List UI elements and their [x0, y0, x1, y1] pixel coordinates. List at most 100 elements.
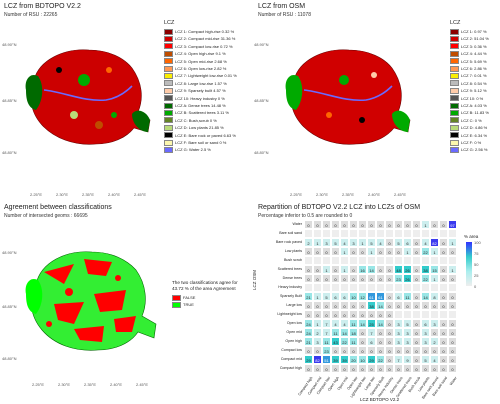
- matrix-cell: 16: [358, 265, 367, 274]
- legend-swatch: [164, 102, 173, 109]
- legend-item: LCZ A: 4.03 %: [450, 102, 487, 109]
- matrix-cell: 0: [358, 301, 367, 310]
- x-axis-label: LCZ BDTOPO V2.2: [360, 397, 400, 402]
- matrix-cell: 0: [304, 346, 313, 355]
- matrix-cell: 24: [304, 319, 313, 328]
- matrix-cell: [349, 256, 358, 265]
- matrix-cell: 0: [394, 364, 403, 373]
- matrix-cell: 0: [385, 328, 394, 337]
- legend-label: LCZ 5: 5.69 %: [461, 58, 487, 64]
- legend-swatch: [164, 132, 173, 139]
- legend-swatch: [164, 124, 173, 131]
- matrix-cell: 0: [430, 346, 439, 355]
- y-tick: 48.85°N: [2, 304, 17, 309]
- matrix-cell: 0: [403, 364, 412, 373]
- x-tick: 2.35°E: [82, 192, 95, 197]
- matrix-cell: 1: [403, 247, 412, 256]
- matrix-cell: 0: [331, 220, 340, 229]
- legend-item: LCZ 5: 5.69 %: [450, 58, 487, 65]
- matrix-cell: [304, 256, 313, 265]
- matrix-cell: 11: [322, 337, 331, 346]
- row-label: Open high: [285, 339, 302, 343]
- matrix-cell: 3: [349, 238, 358, 247]
- matrix-cell: 0: [448, 319, 457, 328]
- legend-item: LCZ D: 4.86 %: [450, 124, 487, 131]
- legend-label: LCZ B: Scattered trees 3.11 %: [175, 110, 229, 116]
- matrix-cell: 1: [358, 238, 367, 247]
- matrix-cell: [448, 283, 457, 292]
- matrix-cell: 0: [322, 274, 331, 283]
- matrix-cell: 3: [394, 328, 403, 337]
- legend-label: LCZ 3: Compact low-rise 0.72 %: [175, 43, 233, 49]
- matrix-cell: 0: [385, 355, 394, 364]
- x-tick: 2.30°E: [316, 192, 329, 197]
- matrix-cell: [412, 256, 421, 265]
- matrix-cell: 4: [340, 238, 349, 247]
- matrix-cell: 14: [340, 328, 349, 337]
- matrix-cell: 25: [367, 319, 376, 328]
- matrix-cell: 0: [367, 364, 376, 373]
- panel-agreement-map: Agreement between classifications Number…: [0, 200, 250, 404]
- matrix-cell: 0: [385, 220, 394, 229]
- matrix-cell: 0: [313, 247, 322, 256]
- matrix-cell: [412, 229, 421, 238]
- matrix-cell: [430, 283, 439, 292]
- matrix-cell: 0: [322, 364, 331, 373]
- legend-swatch: [450, 132, 459, 139]
- legend-label: LCZ G: Water 2.5 %: [175, 147, 211, 153]
- matrix-cell: 97: [448, 220, 457, 229]
- matrix-cell: [448, 256, 457, 265]
- panel-bdtopo-map: LCZ from BDTOPO V2.2 Number of RSU : 222…: [0, 0, 250, 200]
- legend-swatch-false: [172, 294, 181, 301]
- matrix-cell: 1: [322, 265, 331, 274]
- row-label: Bush scrub: [284, 258, 302, 262]
- legend-swatch: [164, 43, 173, 50]
- matrix-cell: 1: [367, 247, 376, 256]
- matrix-cell: [412, 283, 421, 292]
- legend-item: LCZ 10: 0 %: [450, 95, 483, 102]
- matrix-cell: 4: [430, 355, 439, 364]
- row-label: Lightweight low: [277, 312, 302, 316]
- matrix-cell: 0: [385, 337, 394, 346]
- matrix-cell: [385, 256, 394, 265]
- matrix-cell: [394, 229, 403, 238]
- legend-item: LCZ G: Water 2.5 %: [164, 146, 211, 153]
- matrix-cell: [403, 310, 412, 319]
- matrix-cell: [313, 283, 322, 292]
- matrix-cell: 0: [439, 364, 448, 373]
- x-tick: 2.30°E: [58, 382, 71, 387]
- legend-label: LCZ 8: Large low-rise 1.57 %: [175, 80, 227, 86]
- legend-label: LCZ C: Bush,scrub 0 %: [175, 117, 217, 123]
- matrix-cell: 1: [421, 220, 430, 229]
- matrix-cell: [403, 256, 412, 265]
- map-bdtopo: [14, 20, 154, 190]
- column-labels: Compact high Compact mid Compact low Open h…: [297, 375, 457, 400]
- matrix-cell: [439, 310, 448, 319]
- matrix-cell: 38: [421, 265, 430, 274]
- matrix-cell: 0: [412, 319, 421, 328]
- matrix-cell: 82: [313, 355, 322, 364]
- matrix-cell: 0: [448, 355, 457, 364]
- legend-swatch: [450, 102, 459, 109]
- matrix-cell: [421, 256, 430, 265]
- row-label: Open mid: [286, 330, 302, 334]
- row-label: Sparsely Built: [280, 294, 302, 298]
- matrix-cell: 12: [358, 292, 367, 301]
- matrix-cell: 39: [340, 355, 349, 364]
- matrix-cell: 1: [430, 247, 439, 256]
- legend-label: LCZ B: 11.83 %: [461, 110, 489, 116]
- matrix-cell: 0: [448, 301, 457, 310]
- legend-item: LCZ 8: 0.54 %: [450, 80, 487, 87]
- matrix-cell: [376, 283, 385, 292]
- matrix-cell: 22: [340, 337, 349, 346]
- legend-label: LCZ 3: 0.36 %: [461, 43, 487, 49]
- matrix-cell: 0: [313, 310, 322, 319]
- matrix-cell: 0: [358, 274, 367, 283]
- matrix-cell: [421, 283, 430, 292]
- matrix-cell: 0: [331, 274, 340, 283]
- matrix-cell: 11: [349, 319, 358, 328]
- matrix-cell: [367, 283, 376, 292]
- matrix-cell: 0: [376, 346, 385, 355]
- matrix-cell: 61: [367, 292, 376, 301]
- matrix-cell: 0: [367, 274, 376, 283]
